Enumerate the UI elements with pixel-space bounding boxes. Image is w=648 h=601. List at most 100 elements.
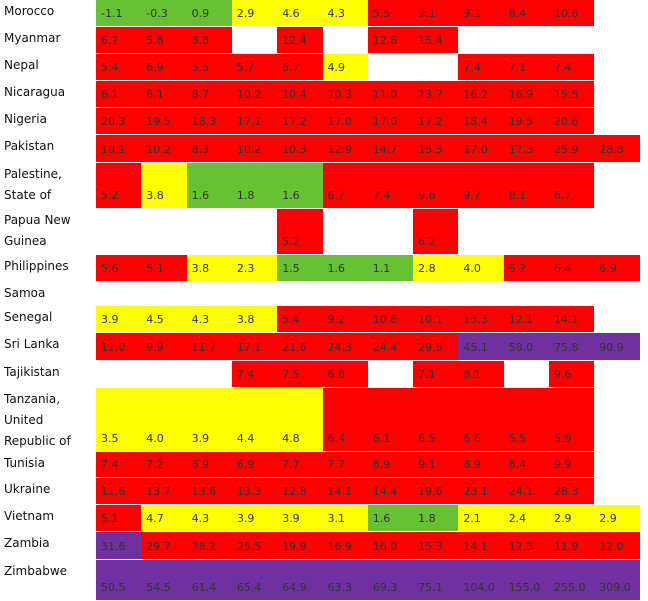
value-cell: 11.7 [186, 333, 233, 360]
country-label: Sri Lanka [4, 337, 60, 351]
value-cell: 4.9 [322, 54, 369, 80]
value-cell: 1.5 [277, 255, 323, 281]
value-cell [503, 27, 550, 53]
value-cell [594, 27, 641, 53]
value-cell [367, 54, 414, 80]
value-cell: 20.3 [96, 108, 142, 134]
value-cell [549, 209, 595, 254]
country-label: Tunisia [4, 456, 45, 470]
value-cell: 10.1 [96, 135, 142, 162]
value-cell: 75.8 [549, 333, 595, 360]
value-cell: 8.3 [186, 135, 233, 162]
value-cell: 10.3 [277, 135, 323, 162]
value-cell [594, 282, 641, 305]
value-cell: 17.2 [277, 108, 323, 134]
value-cell: 29.7 [141, 532, 188, 559]
value-cell: 11.9 [549, 532, 595, 559]
value-cell: 63.3 [322, 560, 369, 600]
value-cell: 8.8 [186, 27, 233, 53]
value-cell: 8.7 [186, 81, 233, 107]
value-cell: 6.4 [322, 388, 369, 451]
value-cell: 11.0 [367, 81, 414, 107]
value-cell: 6.1 [367, 388, 414, 451]
value-cell: 1.1 [367, 255, 414, 281]
value-cell: 4.3 [186, 306, 233, 332]
value-cell: -1.1 [96, 0, 142, 26]
value-cell: 5.5 [186, 54, 233, 80]
value-cell [549, 27, 595, 53]
value-cell: 75.1 [413, 560, 459, 600]
value-cell: 10.4 [277, 81, 323, 107]
value-cell: 4.8 [277, 388, 323, 451]
value-cell [594, 361, 641, 387]
value-cell: 11.0 [96, 333, 142, 360]
value-cell: 13.3 [231, 478, 278, 504]
value-cell: 11.6 [96, 478, 142, 504]
value-cell: 7.2 [141, 452, 188, 477]
value-cell: 28.3 [549, 478, 595, 504]
value-cell: 2.1 [458, 505, 505, 531]
value-cell: 2.9 [231, 0, 278, 26]
value-cell [186, 209, 233, 254]
value-cell: 13.3 [458, 306, 505, 332]
value-cell: 3.9 [186, 388, 233, 451]
value-cell: 6.7 [549, 163, 595, 208]
value-cell [141, 361, 188, 387]
value-cell: 20.6 [549, 108, 595, 134]
country-label: Myanmar [4, 31, 61, 45]
value-cell: 5.2 [277, 209, 323, 254]
value-cell: 1.6 [186, 163, 233, 208]
value-cell [594, 388, 641, 451]
value-cell: 13.7 [413, 81, 459, 107]
value-cell: 5.1 [96, 505, 142, 531]
value-cell: 6.9 [594, 255, 641, 281]
value-cell [141, 282, 188, 305]
value-cell: 29.5 [413, 333, 459, 360]
value-cell [96, 209, 142, 254]
value-cell: 17.3 [503, 135, 550, 162]
value-cell: 309.0 [594, 560, 641, 600]
value-cell [96, 282, 142, 305]
value-cell [186, 282, 233, 305]
value-cell: 9.7 [458, 163, 505, 208]
country-label: Papua New Guinea [4, 213, 71, 248]
value-cell: 28.2 [186, 532, 233, 559]
value-cell: 17.1 [231, 108, 278, 134]
country-label: Nigeria [4, 112, 47, 126]
value-cell: 104.0 [458, 560, 505, 600]
value-cell: 6.2 [96, 27, 142, 53]
value-cell [413, 54, 459, 80]
value-cell: 5.2 [503, 255, 550, 281]
value-cell: 15.3 [413, 532, 459, 559]
country-label: Vietnam [4, 509, 55, 523]
value-cell: 5.1 [141, 255, 188, 281]
value-cell: 1.6 [322, 255, 369, 281]
value-cell: 10.6 [549, 0, 595, 26]
value-cell: 8.1 [503, 163, 550, 208]
value-cell: 17.0 [322, 108, 369, 134]
value-cell: 16.9 [322, 532, 369, 559]
country-label: Ukraine [4, 482, 51, 496]
value-cell: 5.9 [549, 388, 595, 451]
value-cell: 4.3 [322, 0, 369, 26]
value-cell: 7.7 [322, 452, 369, 477]
value-cell: 155.0 [503, 560, 550, 600]
value-cell: 14.1 [549, 306, 595, 332]
value-cell: 9.6 [413, 163, 459, 208]
value-cell [367, 209, 414, 254]
value-cell: 10.6 [367, 306, 414, 332]
value-cell: 8.1 [141, 81, 188, 107]
value-cell: 6.2 [413, 209, 459, 254]
value-cell: 2.9 [549, 505, 595, 531]
country-label: Tajikistan [4, 365, 60, 379]
country-label: Nicaragua [4, 85, 66, 99]
value-cell: 7.4 [96, 452, 142, 477]
value-cell [186, 361, 233, 387]
value-cell: 9.9 [141, 333, 188, 360]
value-cell [549, 282, 595, 305]
value-cell: 19.6 [413, 478, 459, 504]
value-cell: 0.9 [186, 0, 233, 26]
value-cell: 58.0 [503, 333, 550, 360]
value-cell [594, 452, 641, 477]
